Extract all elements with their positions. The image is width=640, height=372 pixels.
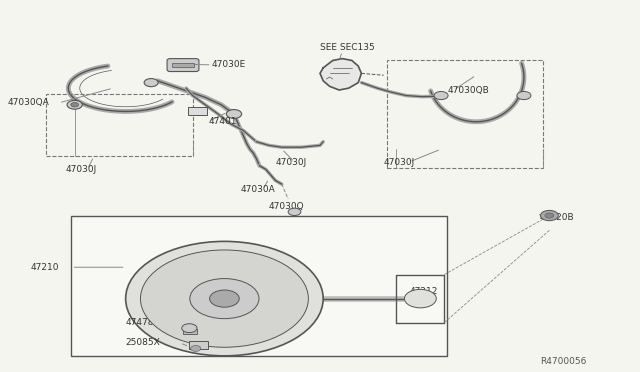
Circle shape xyxy=(288,208,301,215)
Text: 47030J: 47030J xyxy=(65,165,97,174)
Circle shape xyxy=(210,290,239,307)
Text: 47030J: 47030J xyxy=(384,157,415,167)
Bar xyxy=(189,341,209,349)
Bar xyxy=(183,328,197,334)
Bar xyxy=(72,215,447,356)
Circle shape xyxy=(144,78,158,87)
Text: 47030E: 47030E xyxy=(212,60,246,70)
Circle shape xyxy=(227,110,242,118)
Polygon shape xyxy=(320,59,362,90)
FancyBboxPatch shape xyxy=(167,59,199,71)
Text: SEE SEC135: SEE SEC135 xyxy=(320,43,375,52)
Bar xyxy=(46,94,193,157)
Circle shape xyxy=(182,324,197,333)
Bar xyxy=(387,61,543,167)
Circle shape xyxy=(545,213,554,218)
Circle shape xyxy=(434,92,448,100)
Circle shape xyxy=(540,211,558,221)
Circle shape xyxy=(517,92,531,100)
Circle shape xyxy=(67,100,83,109)
FancyBboxPatch shape xyxy=(188,107,207,115)
Text: 47210: 47210 xyxy=(30,263,59,272)
Text: 47030A: 47030A xyxy=(241,185,275,194)
Text: 47401: 47401 xyxy=(209,117,237,126)
Text: 25085X: 25085X xyxy=(125,339,161,347)
Circle shape xyxy=(190,279,259,319)
Bar xyxy=(172,62,194,67)
Text: R4700056: R4700056 xyxy=(540,357,586,366)
Text: 47030Q: 47030Q xyxy=(269,202,305,211)
Polygon shape xyxy=(396,275,444,323)
Text: 47478: 47478 xyxy=(125,318,154,327)
Circle shape xyxy=(404,289,436,308)
Text: 47212: 47212 xyxy=(409,287,438,296)
Circle shape xyxy=(71,103,79,107)
Circle shape xyxy=(125,241,323,356)
Text: 47030J: 47030J xyxy=(275,157,307,167)
Circle shape xyxy=(191,346,201,352)
Text: 47030QB: 47030QB xyxy=(447,86,489,94)
Text: 47020B: 47020B xyxy=(540,213,575,222)
Circle shape xyxy=(140,250,308,347)
Text: 47030QA: 47030QA xyxy=(8,99,49,108)
